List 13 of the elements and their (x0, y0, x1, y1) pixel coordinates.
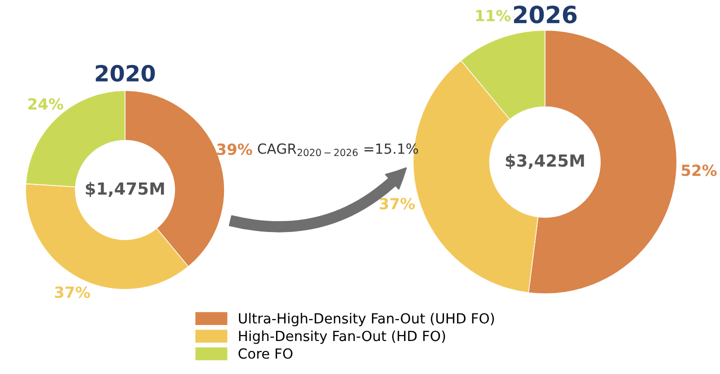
legend-label: Ultra-High-Density Fan-Out (UHD FO) (238, 312, 494, 326)
data-label: 24% (28, 98, 64, 110)
legend-label: Core FO (238, 348, 292, 359)
text: $3,425M (506, 154, 584, 170)
legend-label: High-Density Fan-Out (HD FO) (239, 330, 446, 344)
chart-title: 2020 (96, 64, 155, 82)
data-label: 52% (682, 164, 717, 176)
data-label: 37% (54, 286, 90, 298)
data-label: 39% (217, 144, 252, 156)
data-label: 37% (380, 198, 415, 210)
chart-title: 2026 (514, 6, 577, 24)
text: $1,475M (86, 182, 164, 198)
data-label: 11% (476, 10, 511, 22)
